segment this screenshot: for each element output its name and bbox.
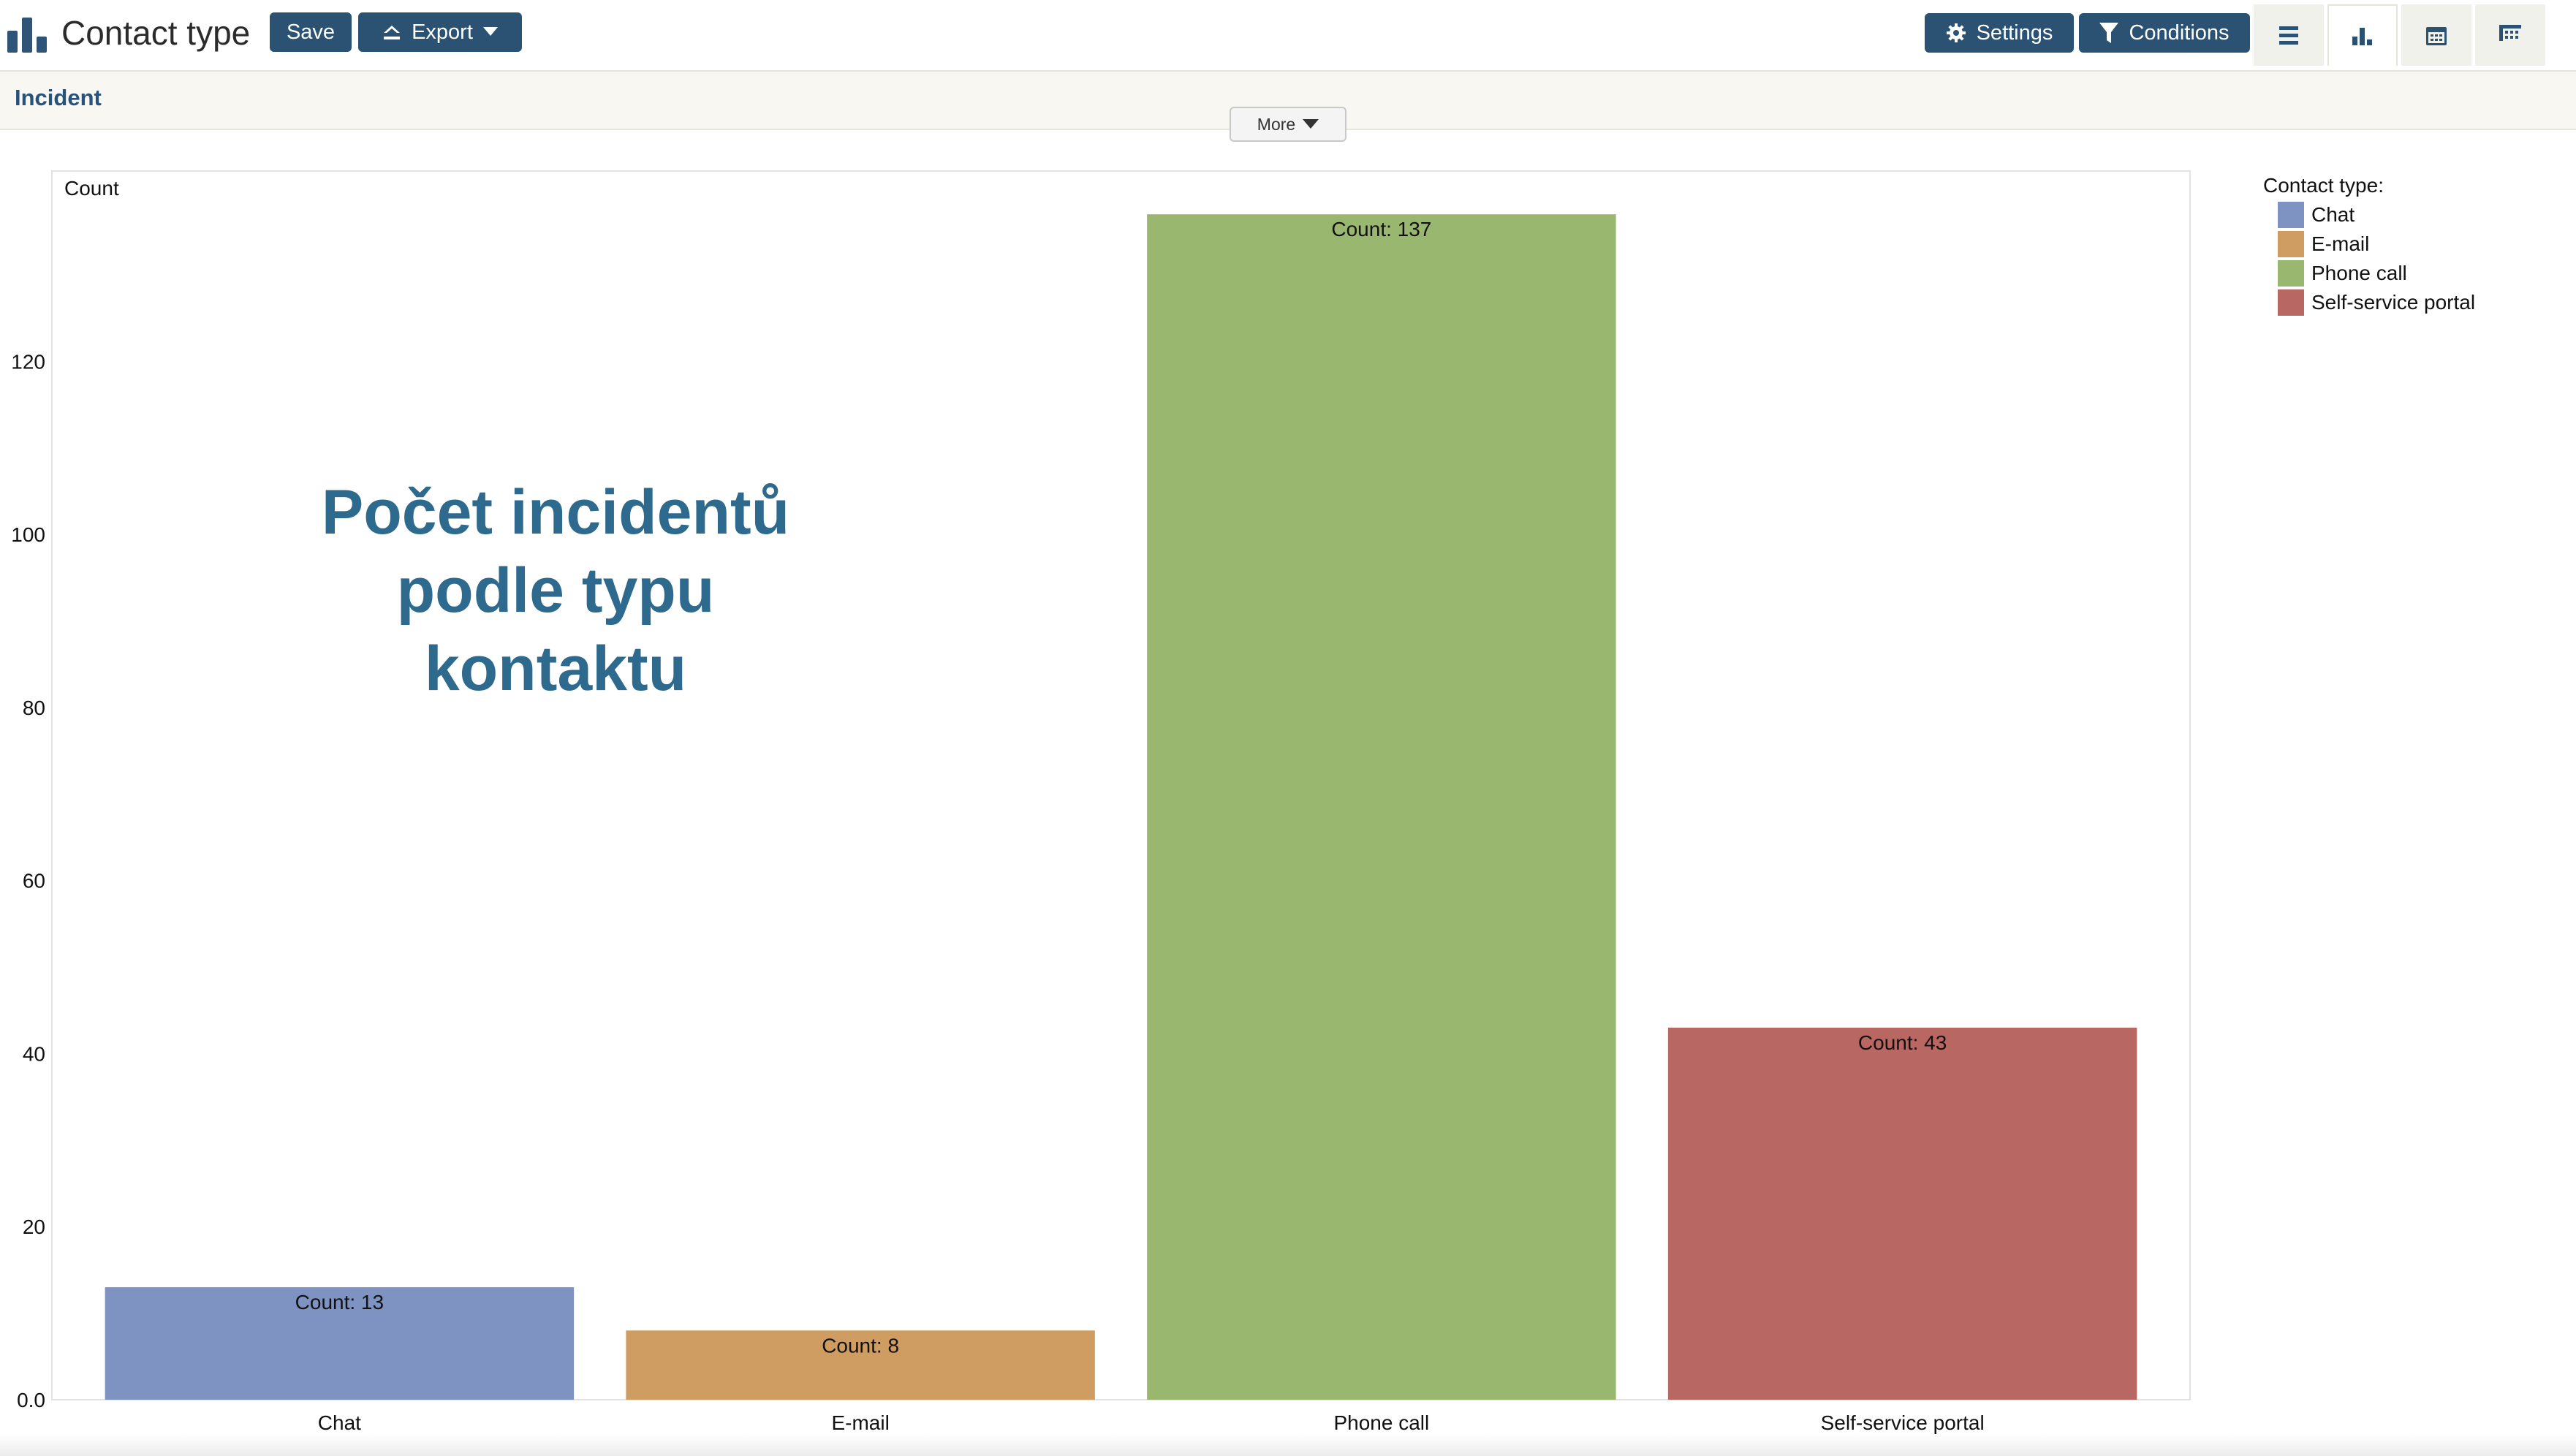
data-label: Count: 137 — [1331, 218, 1431, 240]
legend-label: E-mail — [2311, 232, 2370, 255]
y-tick-label: 80 — [23, 697, 45, 719]
legend-label: Phone call — [2311, 262, 2407, 284]
list-view-tab[interactable] — [2254, 4, 2324, 66]
calendar-view-tab[interactable] — [2401, 4, 2471, 66]
upload-icon — [384, 26, 401, 39]
report-title: Contact type — [61, 14, 251, 52]
settings-button-label: Settings — [1976, 21, 2053, 45]
y-tick-label: 0.0 — [17, 1389, 45, 1411]
legend-item-chat[interactable]: Chat — [2263, 200, 2475, 230]
export-button[interactable]: Export — [358, 12, 522, 52]
bar-chat — [105, 1287, 575, 1400]
bar-self-service-portal — [1667, 1027, 2137, 1400]
plot-frame — [51, 170, 2191, 1400]
chart-overlay-title: Počet incidentů podle typu kontaktu — [241, 474, 870, 708]
legend-item-self-service-portal[interactable]: Self-service portal — [2263, 288, 2475, 317]
pivot-view-tab[interactable] — [2475, 4, 2545, 66]
y-tick-label: 20 — [23, 1216, 45, 1238]
page-bottom-edge — [0, 1434, 2576, 1456]
bar-chart-icon — [2352, 28, 2372, 45]
overlay-line-3: kontaktu — [424, 634, 687, 704]
table-name-link[interactable]: Incident — [15, 85, 102, 110]
chart-view-tab[interactable] — [2327, 4, 2398, 66]
filter-icon — [2099, 23, 2119, 43]
calendar-icon — [2426, 27, 2447, 45]
y-tick-label: 100 — [11, 523, 45, 546]
legend-swatch — [2278, 231, 2304, 257]
list-view-icon — [2279, 26, 2298, 45]
caret-down-icon — [482, 27, 498, 36]
legend-label: Self-service portal — [2311, 291, 2476, 314]
bar-e-mail — [626, 1330, 1095, 1400]
top-toolbar: Contact type Save Export Settings Condit… — [0, 0, 2576, 72]
data-label: Count: 8 — [822, 1334, 899, 1357]
legend-swatch — [2278, 202, 2304, 228]
legend-item-email[interactable]: E-mail — [2263, 230, 2475, 259]
chart-legend: Contact type: Chat E-mail Phone call Sel… — [2263, 171, 2475, 317]
save-button-label: Save — [286, 20, 336, 44]
bar-phone-call — [1147, 214, 1616, 1400]
y-axis-title: Count — [64, 177, 119, 200]
x-tick-label: Phone call — [1333, 1411, 1429, 1434]
legend-item-phone-call[interactable]: Phone call — [2263, 259, 2475, 288]
bar-chart-app-icon — [7, 16, 50, 53]
save-button[interactable]: Save — [270, 12, 352, 52]
y-tick-label: 60 — [23, 870, 45, 892]
data-label: Count: 43 — [1858, 1031, 1947, 1054]
caret-down-icon — [1303, 119, 1319, 129]
settings-button[interactable]: Settings — [1925, 13, 2074, 53]
conditions-button[interactable]: Conditions — [2079, 13, 2250, 53]
pivot-icon — [2499, 25, 2521, 41]
bar-chart: Count 0.0 20 40 60 80 100 120 Count: 13 Chat Count… — [11, 170, 2191, 1434]
legend-swatch — [2278, 289, 2304, 316]
more-button-label: More — [1257, 114, 1296, 134]
conditions-button-label: Conditions — [2129, 21, 2230, 45]
x-tick-label: Chat — [318, 1411, 361, 1434]
more-button[interactable]: More — [1230, 107, 1346, 142]
legend-swatch — [2278, 260, 2304, 287]
x-tick-label: E-mail — [831, 1411, 889, 1434]
overlay-line-2: podle typu — [396, 556, 715, 626]
overlay-line-1: Počet incidentů — [321, 477, 790, 547]
y-tick-label: 120 — [11, 350, 45, 373]
legend-title: Contact type: — [2263, 174, 2384, 197]
gear-icon — [1946, 23, 1966, 42]
y-tick-label: 40 — [23, 1042, 45, 1065]
legend-label: Chat — [2311, 203, 2355, 226]
x-tick-label: Self-service portal — [1821, 1411, 1985, 1434]
export-button-label: Export — [412, 20, 473, 44]
data-label: Count: 13 — [295, 1291, 384, 1313]
